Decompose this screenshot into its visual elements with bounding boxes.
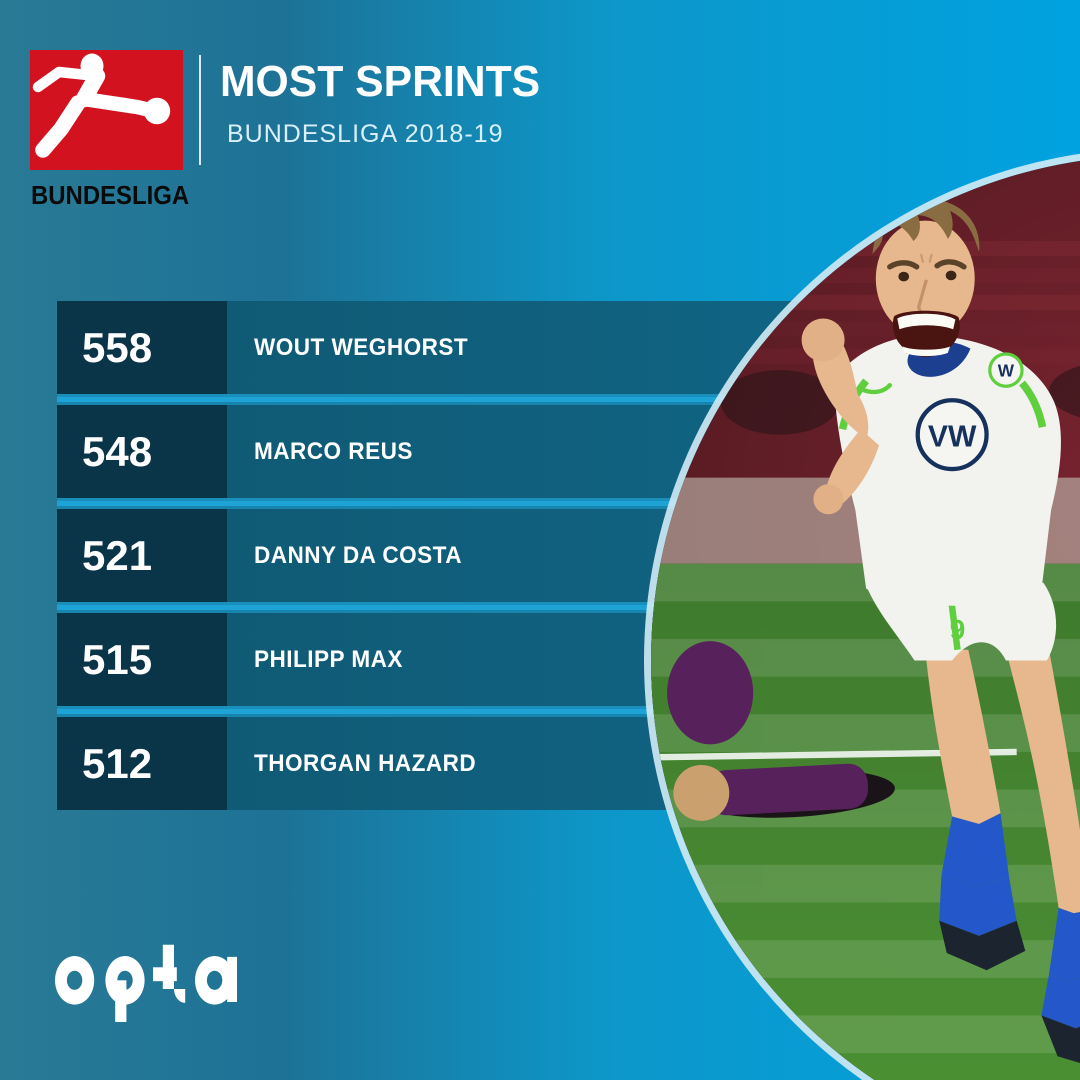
svg-text:VW: VW — [928, 420, 977, 453]
svg-text:W: W — [998, 361, 1015, 381]
svg-text:9: 9 — [950, 614, 966, 645]
